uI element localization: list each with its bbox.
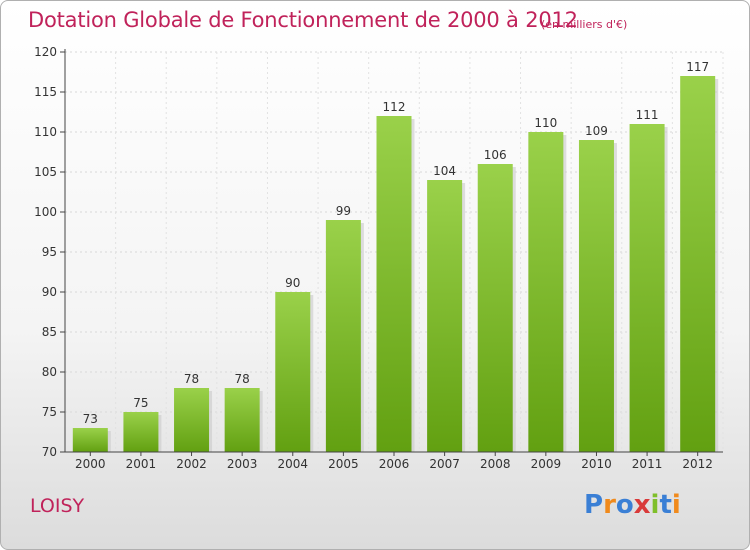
data-label: 75	[133, 396, 148, 410]
y-tick-label: 75	[42, 405, 57, 419]
x-tick-label: 2012	[682, 457, 713, 471]
y-tick-label: 95	[42, 245, 57, 259]
bar-2012	[680, 76, 716, 452]
bar-2008	[477, 164, 513, 452]
x-tick-label: 2005	[328, 457, 359, 471]
bar-2002	[174, 388, 210, 452]
bar-2001	[123, 412, 159, 452]
x-tick-label: 2011	[632, 457, 663, 471]
data-label: 78	[235, 372, 250, 386]
chart-unit: (en milliers d'€)	[541, 18, 628, 31]
logo-letter: x	[633, 490, 651, 520]
x-tick-label: 2008	[480, 457, 511, 471]
logo-letter: t	[659, 490, 672, 520]
data-label: 112	[383, 100, 406, 114]
data-label: 110	[534, 116, 557, 130]
bar-2009	[528, 132, 564, 452]
y-tick-label: 85	[42, 325, 57, 339]
bar-2011	[629, 124, 665, 452]
bar-2003	[224, 388, 260, 452]
y-tick-label: 100	[34, 205, 57, 219]
data-label: 104	[433, 164, 456, 178]
bar-2006	[376, 116, 412, 452]
y-tick-label: 105	[34, 165, 57, 179]
x-tick-label: 2006	[379, 457, 410, 471]
y-tick-label: 90	[42, 285, 57, 299]
data-label: 99	[336, 204, 351, 218]
data-label: 73	[83, 412, 98, 426]
y-tick-label: 80	[42, 365, 57, 379]
y-tick-label: 110	[34, 125, 57, 139]
chart-title: Dotation Globale de Fonctionnement de 20…	[28, 8, 578, 32]
proxiti-logo: Proxiti	[584, 490, 681, 520]
data-label: 117	[686, 60, 709, 74]
bar-2000	[72, 428, 108, 452]
x-tick-label: 2002	[176, 457, 207, 471]
y-tick-label: 120	[34, 45, 57, 59]
data-label: 111	[636, 108, 659, 122]
data-label: 106	[484, 148, 507, 162]
bar-2010	[578, 140, 614, 452]
logo-letter: i	[650, 490, 660, 520]
data-label: 90	[285, 276, 300, 290]
logo-letter: o	[615, 490, 634, 520]
x-tick-label: 2010	[581, 457, 612, 471]
commune-name: LOISY	[30, 495, 85, 517]
x-tick-label: 2004	[277, 457, 308, 471]
x-tick-label: 2003	[227, 457, 258, 471]
logo-letter: i	[671, 490, 681, 520]
x-tick-label: 2009	[531, 457, 562, 471]
x-tick-label: 2000	[75, 457, 106, 471]
bar-2004	[275, 292, 311, 452]
data-label: 78	[184, 372, 199, 386]
x-tick-label: 2001	[126, 457, 157, 471]
y-tick-label: 115	[34, 85, 57, 99]
logo-letter: P	[584, 490, 604, 520]
bar-2005	[325, 220, 361, 452]
y-tick-label: 70	[42, 445, 57, 459]
logo-letter: r	[603, 490, 616, 520]
x-tick-label: 2007	[429, 457, 460, 471]
data-label: 109	[585, 124, 608, 138]
bar-2007	[427, 180, 463, 452]
